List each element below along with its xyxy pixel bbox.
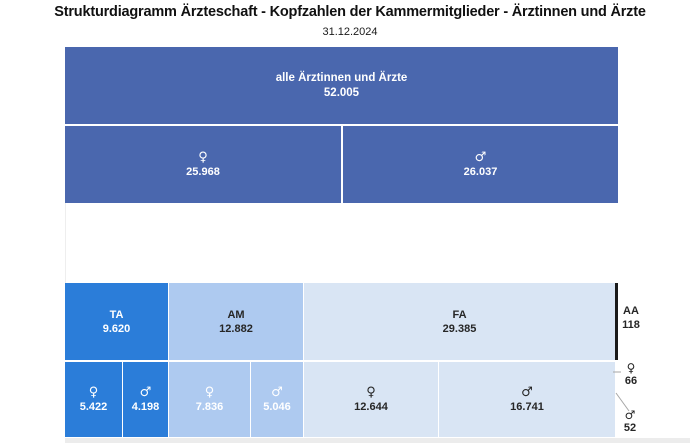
block-ta: TA 9.620 (65, 283, 168, 360)
block-am: AM 12.882 (168, 283, 303, 360)
female-icon: ♀ (88, 384, 99, 400)
block-total-female: ♀ 25.968 (65, 126, 341, 203)
aa-male-callout: ♂ 52 (616, 409, 644, 435)
baseline-strip (65, 438, 690, 443)
ta-code: TA (109, 308, 124, 321)
female-icon: ♀ (198, 149, 208, 165)
aa-female-value: 66 (624, 375, 638, 387)
aa-male-value: 52 (623, 422, 637, 434)
block-total: alle Ärztinnen und Ärzte 52.005 (65, 47, 618, 124)
page-title: Strukturdiagramm Ärzteschaft - Kopfzahle… (54, 4, 646, 20)
groups-section: TA 9.620 AM 12.882 FA 29.385 ♀ 5.422 ♂ 4… (65, 283, 615, 437)
female-icon: ♀ (204, 384, 215, 400)
fa-value: 29.385 (442, 322, 477, 335)
aa-female-callout: ♀ 66 (617, 362, 645, 388)
am-male-value: 5.046 (263, 400, 291, 413)
block-ta-male: ♂ 4.198 (122, 362, 168, 437)
block-am-female: ♀ 7.836 (168, 362, 250, 437)
block-ta-female: ♀ 5.422 (65, 362, 122, 437)
total-value: 52.005 (323, 86, 360, 99)
total-male-value: 26.037 (463, 165, 498, 178)
total-female-value: 25.968 (186, 165, 220, 178)
total-section: alle Ärztinnen und Ärzte 52.005 ♀ 25.968… (65, 47, 618, 203)
block-aa-sliver (615, 283, 618, 360)
total-label: alle Ärztinnen und Ärzte (275, 71, 408, 84)
ta-value: 9.620 (102, 322, 131, 335)
aa-leader-lines (613, 371, 630, 412)
block-fa: FA 29.385 (303, 283, 615, 360)
male-icon: ♂ (474, 149, 487, 165)
am-code: AM (227, 308, 245, 321)
male-icon: ♂ (521, 384, 533, 400)
male-icon: ♂ (624, 408, 636, 422)
block-fa-male: ♂ 16.741 (438, 362, 615, 437)
male-icon: ♂ (271, 384, 283, 400)
fa-female-value: 12.644 (354, 400, 388, 413)
block-total-male: ♂ 26.037 (343, 126, 618, 203)
aa-code: AA (623, 305, 639, 317)
report-date: 31.12.2024 (322, 26, 378, 38)
am-female-value: 7.836 (195, 400, 224, 413)
am-value: 12.882 (219, 322, 253, 335)
block-am-male: ♂ 5.046 (250, 362, 303, 437)
aa-label: AA 118 (615, 304, 647, 332)
fa-male-value: 16.741 (510, 400, 544, 413)
ta-male-value: 4.198 (131, 400, 160, 413)
male-icon: ♂ (139, 384, 152, 400)
connector-line (65, 203, 66, 283)
female-icon: ♀ (366, 384, 376, 400)
female-icon: ♀ (626, 361, 636, 375)
aa-value: 118 (622, 319, 640, 331)
block-fa-female: ♀ 12.644 (303, 362, 438, 437)
fa-code: FA (452, 308, 467, 321)
ta-female-value: 5.422 (79, 400, 108, 413)
